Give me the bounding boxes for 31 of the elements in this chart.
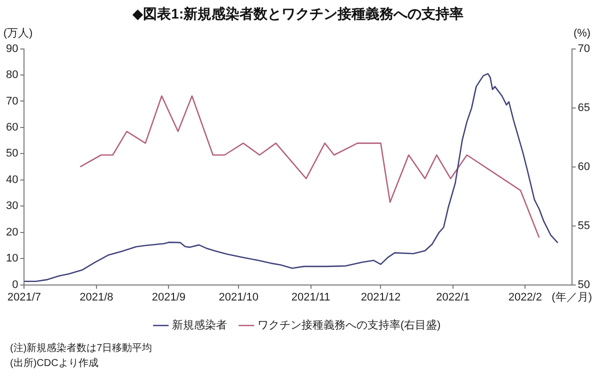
- y2-axis-title: (%): [573, 27, 591, 40]
- y2-tick-label: 70: [578, 42, 590, 55]
- y-tick-label: 30: [6, 200, 18, 212]
- y-tick-label: 40: [6, 174, 18, 186]
- x-tick-label: 2021/8: [80, 291, 114, 304]
- x-tick-label: 2021/7: [7, 291, 42, 304]
- y-tick-label: 60: [6, 122, 18, 134]
- y-tick-label: 90: [6, 42, 18, 55]
- text: (出所)CDCより作成: [10, 356, 98, 369]
- x-tick-label: 2021/12: [360, 291, 401, 304]
- x-tick-label: 2021/11: [291, 291, 330, 304]
- text: (注)新規感染者数は7日移動平均: [10, 342, 152, 354]
- y-tick-label: 80: [6, 69, 18, 82]
- chart-title: ◆図表1:新規感染者数とワクチン接種義務への支持率: [132, 5, 464, 22]
- y2-tick-label: 60: [578, 160, 590, 173]
- y-tick-label: 0: [12, 278, 18, 291]
- y-tick-label: 70: [6, 95, 18, 108]
- x-axis-title: (年／月): [552, 292, 592, 304]
- y2-tick-label: 55: [578, 220, 590, 232]
- y2-tick-label: 50: [578, 278, 590, 291]
- legend-label: 新規感染者: [172, 318, 227, 332]
- x-tick-label: 2022/2: [508, 291, 542, 304]
- y-tick-label: 20: [6, 226, 18, 238]
- x-tick-label: 2022/1: [436, 291, 470, 304]
- y-tick-label: 50: [6, 148, 18, 160]
- x-tick-label: 2021/10: [218, 291, 258, 304]
- y-tick-label: 10: [6, 252, 18, 265]
- y-axis-title: (万人): [3, 27, 33, 40]
- legend-label: ワクチン接種義務への支持率(右目盛): [257, 318, 441, 332]
- x-tick-label: 2021/9: [152, 291, 186, 304]
- y2-tick-label: 65: [578, 102, 590, 114]
